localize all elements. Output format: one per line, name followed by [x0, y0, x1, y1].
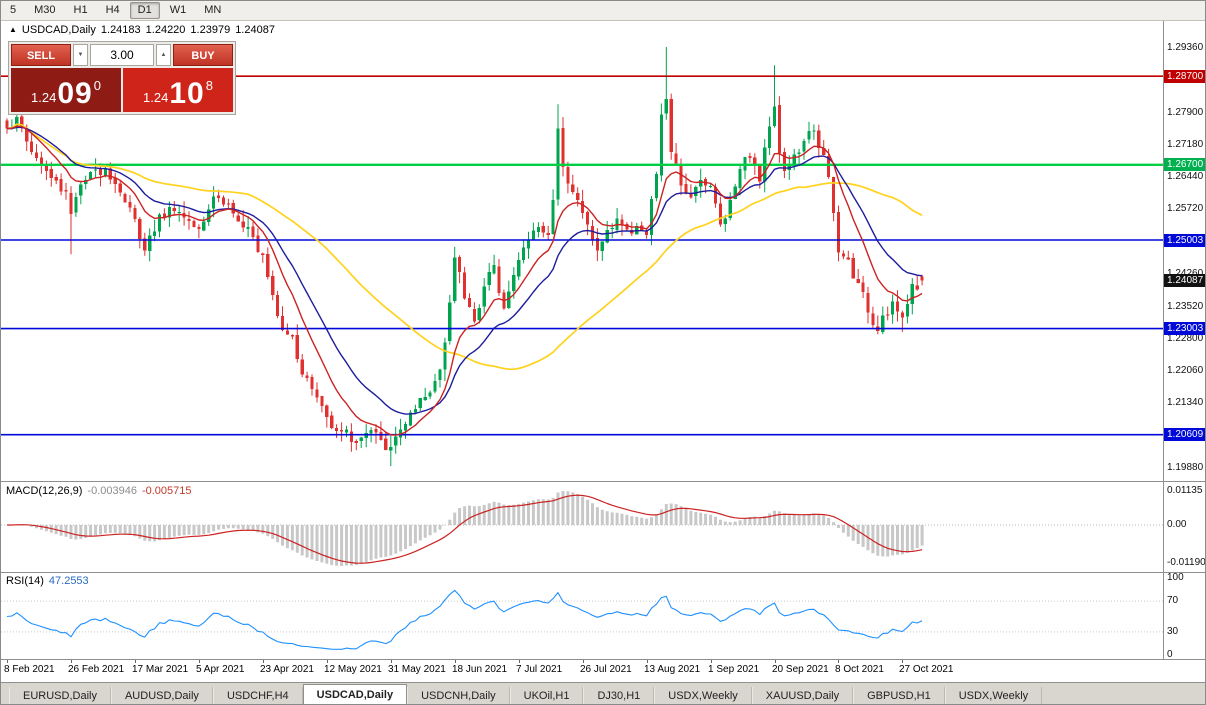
- timeframe-button-H4[interactable]: H4: [105, 4, 120, 16]
- price-axis[interactable]: [1164, 20, 1205, 659]
- time-axis-tickmark: [391, 660, 392, 663]
- sell-price-small: 1.24: [31, 90, 57, 105]
- time-axis[interactable]: 8 Feb 2021 26 Feb 2021 17 Mar 2021 5 Apr 20…: [1, 660, 1163, 681]
- time-axis-label: 5 Apr 2021: [196, 664, 245, 675]
- chart-tab-USDCNH-Daily[interactable]: USDCNH,Daily: [407, 687, 510, 704]
- timeframe-toolbar: 5 M30 H1 H4 D1 W1 MN: [1, 1, 1205, 21]
- buy-price-small: 1.24: [143, 90, 169, 105]
- rsi-value: 47.2553: [48, 575, 89, 587]
- buy-price-display[interactable]: 1.24 10 8: [123, 68, 233, 112]
- one-click-toggle-icon[interactable]: ▲: [9, 25, 17, 34]
- buy-price-sup: 8: [205, 78, 213, 93]
- time-axis-label: 8 Oct 2021: [835, 664, 884, 675]
- chart-symbol-title: USDCAD,Daily: [21, 24, 96, 36]
- time-axis-label: 31 May 2021: [388, 664, 446, 675]
- timeframe-button-W1[interactable]: W1: [169, 4, 187, 16]
- timeframe-button-D1[interactable]: D1: [129, 2, 160, 19]
- chart-tab-GBPUSD-H1[interactable]: GBPUSD,H1: [853, 687, 945, 704]
- time-axis-label: 23 Apr 2021: [260, 664, 314, 675]
- chart-tab-DJ30-H1[interactable]: DJ30,H1: [583, 687, 655, 704]
- price-chart[interactable]: [1, 20, 1163, 481]
- time-axis-label: 20 Sep 2021: [772, 664, 829, 675]
- time-axis-tickmark: [199, 660, 200, 663]
- time-axis-label: 26 Jul 2021: [580, 664, 632, 675]
- time-axis-divider: [1, 659, 1205, 660]
- time-axis-tickmark: [263, 660, 264, 663]
- sell-price-sup: 0: [93, 78, 101, 93]
- chart-tab-AUDUSD-Daily[interactable]: AUDUSD,Daily: [110, 687, 213, 704]
- time-axis-tickmark: [647, 660, 648, 663]
- chart-tab-EURUSD-Daily[interactable]: EURUSD,Daily: [9, 687, 111, 704]
- sell-button[interactable]: SELL: [11, 44, 71, 66]
- chart-tabs-bar: EURUSD,Daily AUDUSD,Daily USDCHF,H4 USDCAD,…: [1, 682, 1205, 704]
- timeframe-button-H1[interactable]: H1: [73, 4, 88, 16]
- time-axis-tickmark: [455, 660, 456, 663]
- time-axis-label: 8 Feb 2021: [4, 664, 55, 675]
- time-axis-label: 26 Feb 2021: [68, 664, 125, 675]
- time-axis-label: 13 Aug 2021: [644, 664, 701, 675]
- time-axis-label: 12 May 2021: [324, 664, 382, 675]
- time-axis-tickmark: [71, 660, 72, 663]
- ohlc-readout: ▲ USDCAD,Daily 1.24183 1.24220 1.23979 1.2408…: [9, 24, 280, 36]
- lot-increment-button[interactable]: ▲: [156, 44, 171, 66]
- time-axis-tickmark: [711, 660, 712, 663]
- sell-price-big: 09: [57, 77, 93, 110]
- axis-separator: [1163, 20, 1164, 659]
- chart-tab-XAUUSD-Daily[interactable]: XAUUSD,Daily: [751, 687, 854, 704]
- time-axis-tickmark: [583, 660, 584, 663]
- time-axis-tickmark: [775, 660, 776, 663]
- ohlc-open: 1.24183: [100, 24, 141, 36]
- macd-panel-divider[interactable]: [1, 481, 1205, 482]
- time-axis-tickmark: [519, 660, 520, 663]
- buy-price-big: 10: [169, 77, 205, 110]
- rsi-panel-divider[interactable]: [1, 572, 1205, 573]
- timeframe-button-MN[interactable]: MN: [204, 4, 222, 16]
- chart-tab-USDCAD-Daily[interactable]: USDCAD,Daily: [302, 684, 408, 704]
- time-axis-label: 7 Jul 2021: [516, 664, 563, 675]
- rsi-label: RSI(14) 47.2553: [6, 575, 89, 587]
- buy-button[interactable]: BUY: [173, 44, 233, 66]
- time-axis-tickmark: [7, 660, 8, 663]
- macd-main-value: -0.003946: [87, 485, 137, 497]
- sell-price-display[interactable]: 1.24 09 0: [11, 68, 121, 112]
- time-axis-tickmark: [838, 660, 839, 663]
- macd-label: MACD(12,26,9) -0.003946 -0.005715: [6, 485, 192, 497]
- chart-tab-USDCHF-H4[interactable]: USDCHF,H4: [212, 687, 303, 704]
- chart-tab-USDX-Weekly[interactable]: USDX,Weekly: [944, 687, 1043, 704]
- rsi-chart[interactable]: [1, 573, 1163, 658]
- chart-tab-USDX-Weekly[interactable]: USDX,Weekly: [654, 687, 752, 704]
- chart-tab-UKOil-H1[interactable]: UKOil,H1: [509, 687, 584, 704]
- time-axis-label: 27 Oct 2021: [899, 664, 954, 675]
- macd-signal-value: -0.005715: [141, 485, 192, 497]
- time-axis-label: 17 Mar 2021: [132, 664, 189, 675]
- time-axis-tickmark: [902, 660, 903, 663]
- time-axis-tickmark: [135, 660, 136, 663]
- ohlc-close: 1.24087: [235, 24, 275, 36]
- ohlc-low: 1.23979: [190, 24, 231, 36]
- lot-size-input[interactable]: [90, 44, 154, 66]
- time-axis-label: 18 Jun 2021: [452, 664, 508, 675]
- time-axis-label: 1 Sep 2021: [708, 664, 760, 675]
- timeframe-button-M30[interactable]: M30: [34, 4, 56, 16]
- timeframe-button-5[interactable]: 5: [10, 4, 17, 16]
- ohlc-high: 1.24220: [145, 24, 186, 36]
- macd-chart[interactable]: [1, 483, 1163, 571]
- time-axis-tickmark: [327, 660, 328, 663]
- lot-decrement-button[interactable]: ▼: [73, 44, 88, 66]
